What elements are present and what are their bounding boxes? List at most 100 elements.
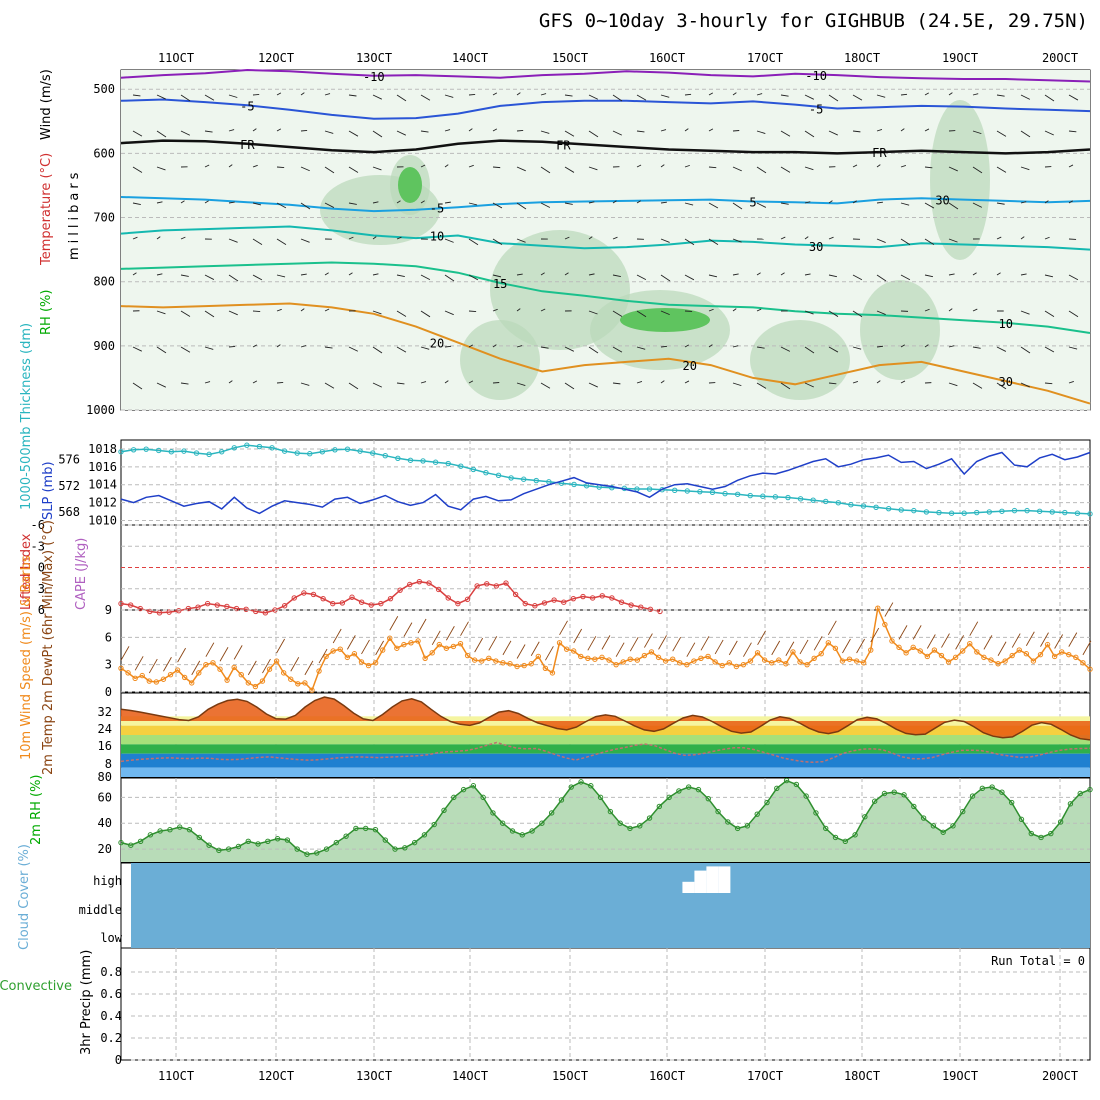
wind-speed-line-point [1066,651,1072,658]
wind-barb [948,345,955,348]
wind-barb [996,382,1007,390]
rh-line-point [353,825,359,832]
surface-wind-barb [1040,632,1049,647]
rh-line-point [157,828,163,834]
wind-speed-line-point [910,644,916,651]
wind-speed-line-point [634,657,641,663]
wind-barb [300,202,311,210]
lifted-index-line-point [522,600,528,607]
wind-barb [684,93,692,96]
wind-barb [564,236,570,240]
rh-line-point [940,829,946,835]
wind-barb [732,273,739,276]
wind-speed-line-point [160,676,167,682]
wind-speed-line-point [139,672,145,679]
wind-barb [1020,166,1030,171]
time-label-bottom: 19OCT [942,1069,978,1083]
wind-barb [444,345,452,348]
wind-barb [756,272,761,276]
wind-barb [708,344,713,348]
pressure-tick-label: 500 [93,82,115,96]
thickness-line-point [747,492,753,499]
thickness-line-point [948,510,955,516]
precip-tick: 0.4 [100,1009,122,1023]
wind-barb [468,202,478,206]
wind-barb [636,130,645,133]
thickness-line-point [156,447,162,454]
surface-wind-barb [219,646,229,662]
wind-barb [444,94,454,98]
wind-speed-line-point [691,658,697,664]
wind-barb [348,94,357,97]
slp-axis-label: SLP (mb) [41,461,56,520]
wind-barb [300,238,310,243]
surface-wind-barb [148,658,158,674]
rh-line-point [490,810,496,816]
wind-barb [996,202,1005,205]
wind-barb [756,308,762,312]
thickness-line-point [911,507,917,514]
wind-barb [876,345,884,348]
thickness-line-point [369,450,376,456]
surface-wind-barb [1082,640,1092,656]
wind-barb [180,94,191,102]
wind-barb [1020,94,1031,100]
lifted-index-line-point [657,608,663,615]
wind-speed-line-point [1087,666,1093,672]
temp-fill [121,697,1090,740]
wind-barb [1044,274,1054,278]
wind-speed-line-point [394,645,400,651]
surface-wind-barb [516,644,526,659]
wind-barb [468,274,479,281]
rh-line-point [431,821,437,828]
wind-speed-line-point [365,662,372,669]
thickness-line-point [1036,508,1043,514]
contour-label: 15 [493,277,507,291]
rh-line-point [206,842,212,848]
wind-speed-line-point [1044,641,1051,648]
rh-high-blob [620,308,710,332]
thickness-line-point [772,494,779,500]
rh-line-point [147,832,154,838]
cloud-axis-label: Cloud Cover (%) [17,844,32,950]
wind-barb [708,128,714,132]
wind-speed-line-point [952,654,959,661]
wind-barb [828,130,838,136]
rh-line-point [441,807,447,814]
wind-barb [1068,346,1078,350]
wind-barb [612,200,617,204]
wind-barb [300,129,308,132]
wind-barb [348,202,357,205]
surface-wind-barb [276,638,285,654]
temp-band [121,744,1090,754]
wind-barb [684,344,690,348]
wind-barb [612,236,618,240]
temp-axis-label: Temperature (°C) [39,153,54,266]
surface-wind-barb [120,646,130,661]
thickness-line-point [835,500,842,506]
thickness-line-point [848,502,854,508]
wind-speed-line-point [1051,653,1058,660]
temp-tick: 80 [98,770,112,784]
li-tick: -3 [31,539,45,553]
rh-line-point [705,795,711,802]
wind-barb [972,130,982,135]
slp-tick: 1012 [88,496,117,510]
surface-wind-barb [262,658,271,674]
wind-barb [876,238,886,243]
wind-barb [564,130,575,137]
wind-barb [612,382,621,385]
surface-wind-barb [785,641,795,656]
wind-barb [492,128,498,132]
wind-barb [948,382,958,387]
wind-barb [804,236,809,240]
wind-barb [708,308,714,312]
rh-line-point [382,837,388,843]
wind-speed-line-point [316,668,322,674]
wind-barb [924,274,934,278]
rh2m-axis-label: 2m RH (%) [29,774,44,845]
rh-line-point [362,825,369,832]
wind-barb [924,92,930,96]
wind-barb [540,130,550,134]
rh-line-point [177,824,183,830]
